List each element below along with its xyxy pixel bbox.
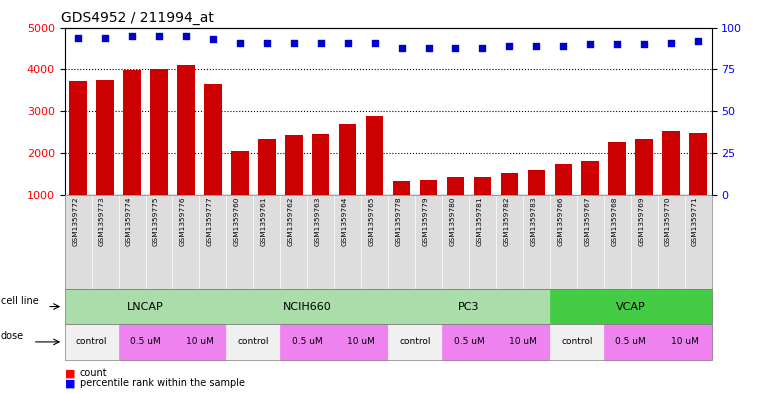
Point	[584, 41, 597, 47]
Text: GSM1359780: GSM1359780	[450, 196, 456, 246]
Text: GSM1359762: GSM1359762	[288, 196, 294, 246]
Point	[126, 33, 139, 39]
Text: 10 uM: 10 uM	[347, 338, 375, 346]
Text: ■: ■	[65, 368, 75, 378]
Text: GDS4952 / 211994_at: GDS4952 / 211994_at	[62, 11, 215, 25]
Point	[342, 39, 354, 46]
Bar	[258, 140, 275, 195]
Text: GSM1359765: GSM1359765	[368, 196, 374, 246]
Point	[692, 38, 704, 44]
Text: 10 uM: 10 uM	[670, 338, 699, 346]
Bar	[635, 139, 653, 195]
Bar	[366, 116, 384, 195]
Text: PC3: PC3	[458, 301, 479, 312]
Text: GSM1359774: GSM1359774	[126, 196, 132, 246]
Point	[207, 36, 219, 42]
Text: GSM1359776: GSM1359776	[180, 196, 186, 246]
Text: 0.5 uM: 0.5 uM	[292, 338, 323, 346]
Text: GSM1359766: GSM1359766	[557, 196, 563, 246]
Point	[288, 39, 300, 46]
Bar	[662, 132, 680, 195]
Point	[99, 34, 111, 40]
Text: GSM1359779: GSM1359779	[422, 196, 428, 246]
Text: GSM1359773: GSM1359773	[99, 196, 105, 246]
Point	[611, 41, 623, 47]
Text: VCAP: VCAP	[616, 301, 645, 312]
Text: GSM1359763: GSM1359763	[315, 196, 320, 246]
Point	[234, 39, 246, 46]
Point	[503, 43, 515, 49]
Point	[180, 33, 192, 39]
Point	[638, 41, 650, 47]
Bar	[285, 135, 303, 195]
Text: GSM1359782: GSM1359782	[503, 196, 509, 246]
Text: LNCAP: LNCAP	[127, 301, 164, 312]
Text: 10 uM: 10 uM	[186, 338, 213, 346]
Text: GSM1359771: GSM1359771	[692, 196, 698, 246]
Point	[314, 39, 326, 46]
Bar	[447, 177, 464, 195]
Point	[530, 43, 543, 49]
Bar	[123, 70, 141, 195]
Bar	[527, 170, 545, 195]
Bar	[312, 134, 330, 195]
Text: control: control	[400, 338, 431, 346]
Text: 0.5 uM: 0.5 uM	[616, 338, 646, 346]
Text: GSM1359783: GSM1359783	[530, 196, 537, 246]
Text: percentile rank within the sample: percentile rank within the sample	[80, 378, 245, 388]
Bar	[150, 69, 167, 195]
Text: dose: dose	[1, 331, 24, 341]
Text: GSM1359778: GSM1359778	[396, 196, 402, 246]
Bar	[339, 123, 356, 195]
Bar	[393, 181, 410, 195]
Point	[450, 44, 462, 51]
Text: GSM1359770: GSM1359770	[665, 196, 671, 246]
Bar	[204, 84, 221, 195]
Text: control: control	[76, 338, 107, 346]
Text: control: control	[561, 338, 593, 346]
Bar	[501, 173, 518, 195]
Text: 0.5 uM: 0.5 uM	[130, 338, 161, 346]
Text: control: control	[237, 338, 269, 346]
Point	[422, 44, 435, 51]
Text: count: count	[80, 368, 107, 378]
Text: GSM1359761: GSM1359761	[261, 196, 267, 246]
Text: GSM1359768: GSM1359768	[611, 196, 617, 246]
Text: GSM1359781: GSM1359781	[476, 196, 482, 246]
Point	[396, 44, 408, 51]
Text: GSM1359767: GSM1359767	[584, 196, 591, 246]
Text: 0.5 uM: 0.5 uM	[454, 338, 484, 346]
Bar	[177, 65, 195, 195]
Point	[153, 33, 165, 39]
Bar	[689, 133, 707, 195]
Bar	[69, 81, 87, 195]
Text: NCIH660: NCIH660	[283, 301, 332, 312]
Bar	[609, 141, 626, 195]
Point	[476, 44, 489, 51]
Bar	[420, 180, 438, 195]
Text: GSM1359777: GSM1359777	[207, 196, 213, 246]
Text: GSM1359760: GSM1359760	[234, 196, 240, 246]
Text: GSM1359775: GSM1359775	[153, 196, 159, 246]
Text: 10 uM: 10 uM	[509, 338, 537, 346]
Text: GSM1359772: GSM1359772	[72, 196, 78, 246]
Bar	[473, 176, 491, 195]
Text: ■: ■	[65, 378, 75, 388]
Point	[72, 34, 84, 40]
Point	[261, 39, 273, 46]
Bar	[231, 151, 249, 195]
Text: GSM1359764: GSM1359764	[342, 196, 348, 246]
Point	[368, 39, 380, 46]
Text: GSM1359769: GSM1359769	[638, 196, 644, 246]
Bar	[97, 80, 114, 195]
Bar	[555, 164, 572, 195]
Bar	[581, 161, 599, 195]
Point	[557, 43, 569, 49]
Point	[665, 39, 677, 46]
Text: cell line: cell line	[1, 296, 39, 306]
